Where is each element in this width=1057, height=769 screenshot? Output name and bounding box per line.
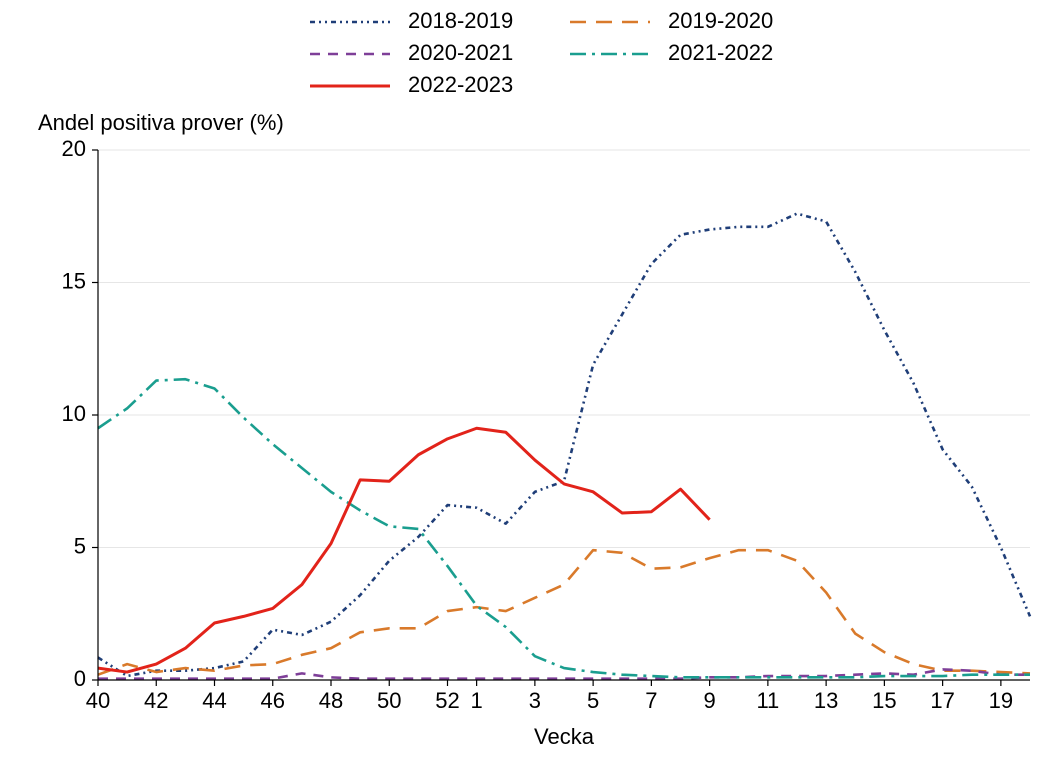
legend-label: 2018-2019 [408,8,513,33]
x-tick-label: 42 [144,688,168,713]
x-tick-label: 40 [86,688,110,713]
legend-label: 2019-2020 [668,8,773,33]
x-tick-label: 5 [587,688,599,713]
x-tick-label: 1 [471,688,483,713]
x-tick-label: 46 [261,688,285,713]
x-tick-label: 13 [814,688,838,713]
x-tick-label: 44 [202,688,226,713]
legend-label: 2021-2022 [668,40,773,65]
x-tick-label: 15 [872,688,896,713]
x-tick-label: 52 [435,688,459,713]
x-tick-label: 19 [989,688,1013,713]
x-tick-label: 9 [704,688,716,713]
x-tick-label: 7 [645,688,657,713]
x-tick-label: 48 [319,688,343,713]
y-tick-label: 5 [74,533,86,558]
x-tick-label: 50 [377,688,401,713]
legend-label: 2022-2023 [408,72,513,97]
y-tick-label: 0 [74,666,86,691]
y-tick-label: 10 [62,401,86,426]
x-tick-label: 17 [930,688,954,713]
line-chart: 0510152040424446485052135791113151719And… [0,0,1057,769]
y-axis-title-svg: Andel positiva prover (%) [38,110,284,135]
x-axis-title-svg: Vecka [534,724,595,749]
legend-label: 2020-2021 [408,40,513,65]
x-tick-label: 11 [756,688,779,713]
y-tick-label: 15 [62,268,86,293]
y-tick-label: 20 [62,136,86,161]
x-tick-label: 3 [529,688,541,713]
